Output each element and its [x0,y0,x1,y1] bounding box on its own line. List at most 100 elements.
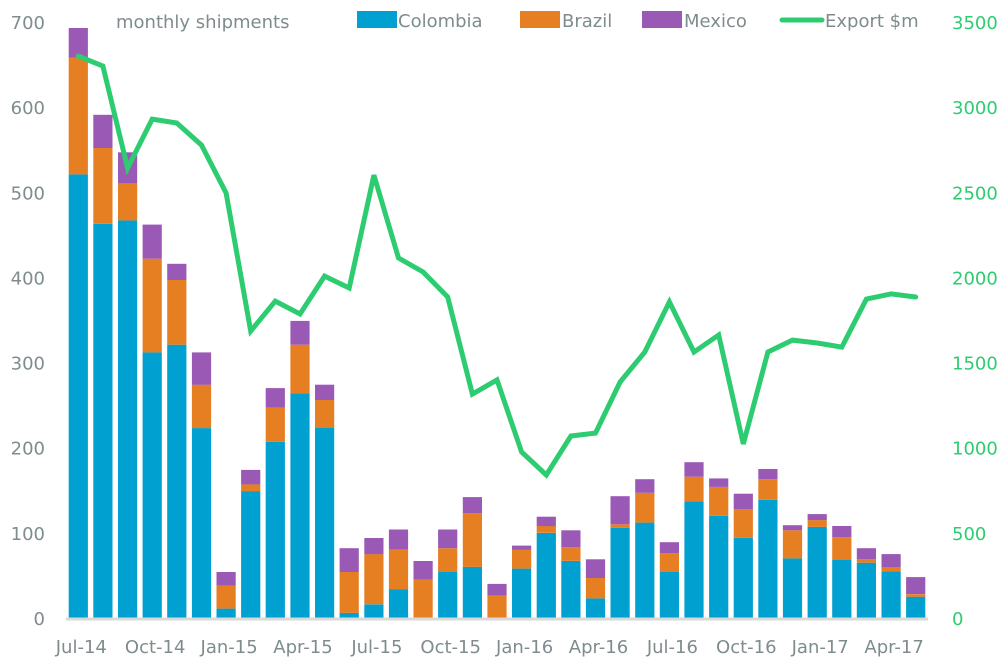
bar-mexico-feb-17 [832,526,852,538]
bar-brazil-sep-14 [118,182,138,221]
bar-colombia-mar-17 [856,562,876,618]
bar-colombia-jan-16 [512,568,532,618]
bar-mexico-jun-15 [339,548,359,572]
right-tick-label: 500 [952,524,986,545]
right-tick-label: 3000 [952,98,998,119]
bar-brazil-oct-16 [733,509,753,538]
bar-mexico-dec-16 [782,525,803,531]
bar-mexico-jan-17 [807,514,827,521]
bar-mexico-aug-14 [93,114,113,148]
legend-label-export: Export $m [825,11,919,32]
bar-mexico-feb-15 [241,469,261,485]
bar-colombia-jan-15 [216,608,236,618]
x-tick-label: Jul-15 [350,637,402,658]
left-tick-label: 100 [11,524,45,545]
bar-brazil-apr-15 [290,344,310,394]
bar-mexico-nov-14 [167,263,187,280]
bar-mexico-mar-16 [561,530,581,548]
bar-brazil-jan-17 [807,520,827,527]
x-tick-label: Jul-14 [55,637,107,658]
bar-colombia-jun-15 [339,612,359,618]
bar-colombia-aug-16 [684,501,704,618]
bar-colombia-jul-14 [68,174,88,618]
right-tick-label: 3500 [952,13,998,34]
left-tick-label: 0 [34,609,45,630]
bar-brazil-may-17 [906,594,926,597]
bar-colombia-oct-16 [733,538,753,618]
legend-label-mexico: Mexico [684,11,747,32]
bar-brazil-feb-15 [241,484,261,492]
bar-colombia-may-17 [906,596,926,618]
bar-mexico-jun-16 [635,479,655,493]
bar-mexico-dec-15 [487,583,507,596]
x-tick-label: Apr-16 [569,637,628,658]
bar-brazil-nov-14 [167,280,187,345]
bar-colombia-nov-16 [758,499,778,618]
bar-mexico-aug-16 [684,462,704,477]
bar-brazil-apr-16 [585,578,606,599]
bar-brazil-sep-16 [709,486,729,516]
bar-mexico-oct-15 [438,529,458,549]
bar-mexico-nov-15 [462,497,482,514]
bar-colombia-feb-16 [536,532,556,618]
bar-colombia-oct-15 [438,572,458,618]
left-tick-label: 200 [11,439,45,460]
right-tick-label: 2000 [952,268,998,289]
bar-mexico-jul-16 [659,542,679,554]
left-tick-label: 300 [11,354,45,375]
bar-mexico-apr-15 [290,320,310,345]
legend-swatch-colombia [357,11,397,28]
bar-colombia-jan-17 [807,526,827,618]
legend-label-brazil: Brazil [562,11,612,32]
bar-brazil-jan-16 [512,549,532,569]
bar-colombia-aug-14 [93,223,113,619]
legend-label-colombia: Colombia [398,11,483,32]
bar-mexico-jul-15 [364,538,384,555]
bar-brazil-jul-15 [364,554,384,605]
bar-brazil-dec-15 [487,595,507,618]
right-tick-label: 0 [952,609,963,630]
bars-layer [68,28,926,619]
bar-colombia-feb-17 [832,559,852,618]
bar-brazil-dec-16 [782,530,803,559]
x-tick-label: Jul-16 [646,637,698,658]
bar-mexico-sep-16 [709,478,729,487]
bar-colombia-nov-15 [462,566,482,618]
bar-colombia-oct-14 [142,352,162,618]
bar-mexico-may-15 [315,384,335,400]
bar-mexico-jul-14 [68,28,88,58]
bar-mexico-oct-16 [733,493,753,509]
bar-brazil-jun-16 [635,492,655,523]
bar-brazil-mar-16 [561,547,581,561]
left-tick-label: 400 [11,268,45,289]
bar-mexico-oct-14 [142,224,162,259]
bar-colombia-feb-15 [241,491,261,618]
chart-title: monthly shipments [116,12,289,33]
bar-colombia-aug-15 [388,589,409,618]
right-axis: 0 500 1000 1500 2000 2500 3000 3500 [952,13,998,630]
bar-mexico-feb-16 [536,516,556,527]
bar-brazil-sep-15 [413,579,433,618]
bar-colombia-may-16 [610,527,630,618]
bar-colombia-mar-15 [265,441,285,618]
bar-colombia-jul-16 [659,572,679,618]
bar-brazil-nov-15 [462,513,482,567]
bar-mexico-may-17 [906,577,926,595]
bar-mexico-mar-15 [265,388,285,408]
bar-colombia-dec-14 [191,428,212,618]
bar-brazil-mar-15 [265,407,285,442]
bar-brazil-may-15 [315,400,335,428]
bar-brazil-oct-14 [142,258,162,353]
x-tick-label: Jan-15 [200,637,258,658]
bar-brazil-oct-15 [438,548,458,572]
bar-brazil-jul-16 [659,553,679,572]
bar-mexico-may-16 [610,496,630,525]
bar-mexico-dec-14 [191,352,212,385]
left-axis: 0 100 200 300 400 500 600 700 [11,13,45,630]
bar-mexico-nov-16 [758,469,778,480]
right-tick-label: 1000 [952,439,998,460]
bar-brazil-aug-14 [93,148,113,224]
x-tick-label: Apr-17 [864,637,923,658]
bar-mexico-jan-15 [216,572,236,586]
